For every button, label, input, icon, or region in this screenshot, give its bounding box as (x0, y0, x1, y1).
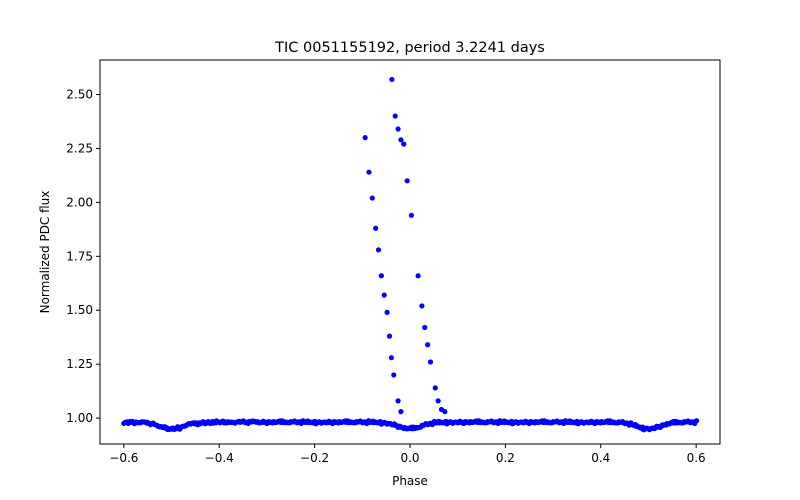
flare-point (395, 398, 401, 404)
y-tick-label: 2.50 (66, 88, 93, 102)
y-tick-label: 1.25 (66, 357, 93, 371)
y-tick-label: 2.25 (66, 141, 93, 155)
flare-point (425, 342, 431, 348)
flare-point (427, 359, 434, 365)
flare-point (375, 247, 382, 253)
flare-point (398, 137, 404, 143)
data-points (121, 76, 700, 433)
flare-point (391, 372, 397, 378)
x-tick-label: −0.6 (109, 451, 138, 465)
flare-point (435, 398, 441, 404)
flare-point (408, 212, 415, 218)
x-axis-ticks: −0.6 −0.4 −0.2 0.0 0.2 0.4 0.6 (109, 444, 706, 465)
flare-point (378, 273, 384, 279)
flare-point (392, 113, 398, 119)
flare-point (442, 409, 448, 415)
flare-point (388, 355, 394, 361)
flare-point (369, 195, 375, 201)
flare-point (395, 126, 401, 132)
flare-point (419, 303, 425, 309)
y-tick-label: 1.75 (66, 249, 93, 263)
flare-point (384, 309, 390, 315)
x-tick-label: 0.4 (591, 451, 610, 465)
y-tick-label: 1.00 (66, 411, 93, 425)
y-axis-label: Normalized PDC flux (38, 191, 52, 314)
flare-point (389, 76, 395, 83)
x-tick-label: −0.2 (300, 451, 329, 465)
flare-point (381, 292, 387, 298)
flare-point (415, 273, 421, 279)
flare-point (362, 135, 368, 141)
y-tick-label: 1.50 (66, 303, 93, 317)
flare-point (366, 169, 372, 175)
x-tick-label: 0.0 (400, 451, 419, 465)
baseline-point (693, 418, 700, 424)
x-axis-label: Phase (392, 474, 428, 488)
y-tick-label: 2.00 (66, 195, 93, 209)
flare-point (404, 178, 410, 184)
y-axis-ticks: 1.00 1.25 1.50 1.75 2.00 2.25 2.50 (66, 88, 100, 425)
x-tick-label: −0.4 (205, 451, 234, 465)
flare-point (373, 225, 379, 231)
flare-point (422, 324, 428, 331)
x-tick-label: 0.6 (687, 451, 706, 465)
flare-point (398, 409, 404, 415)
x-tick-label: 0.2 (496, 451, 515, 465)
flare-point (401, 141, 407, 147)
flare-point (386, 333, 393, 339)
flare-point (432, 385, 438, 391)
chart-title: TIC 0051155192, period 3.2241 days (274, 40, 545, 56)
